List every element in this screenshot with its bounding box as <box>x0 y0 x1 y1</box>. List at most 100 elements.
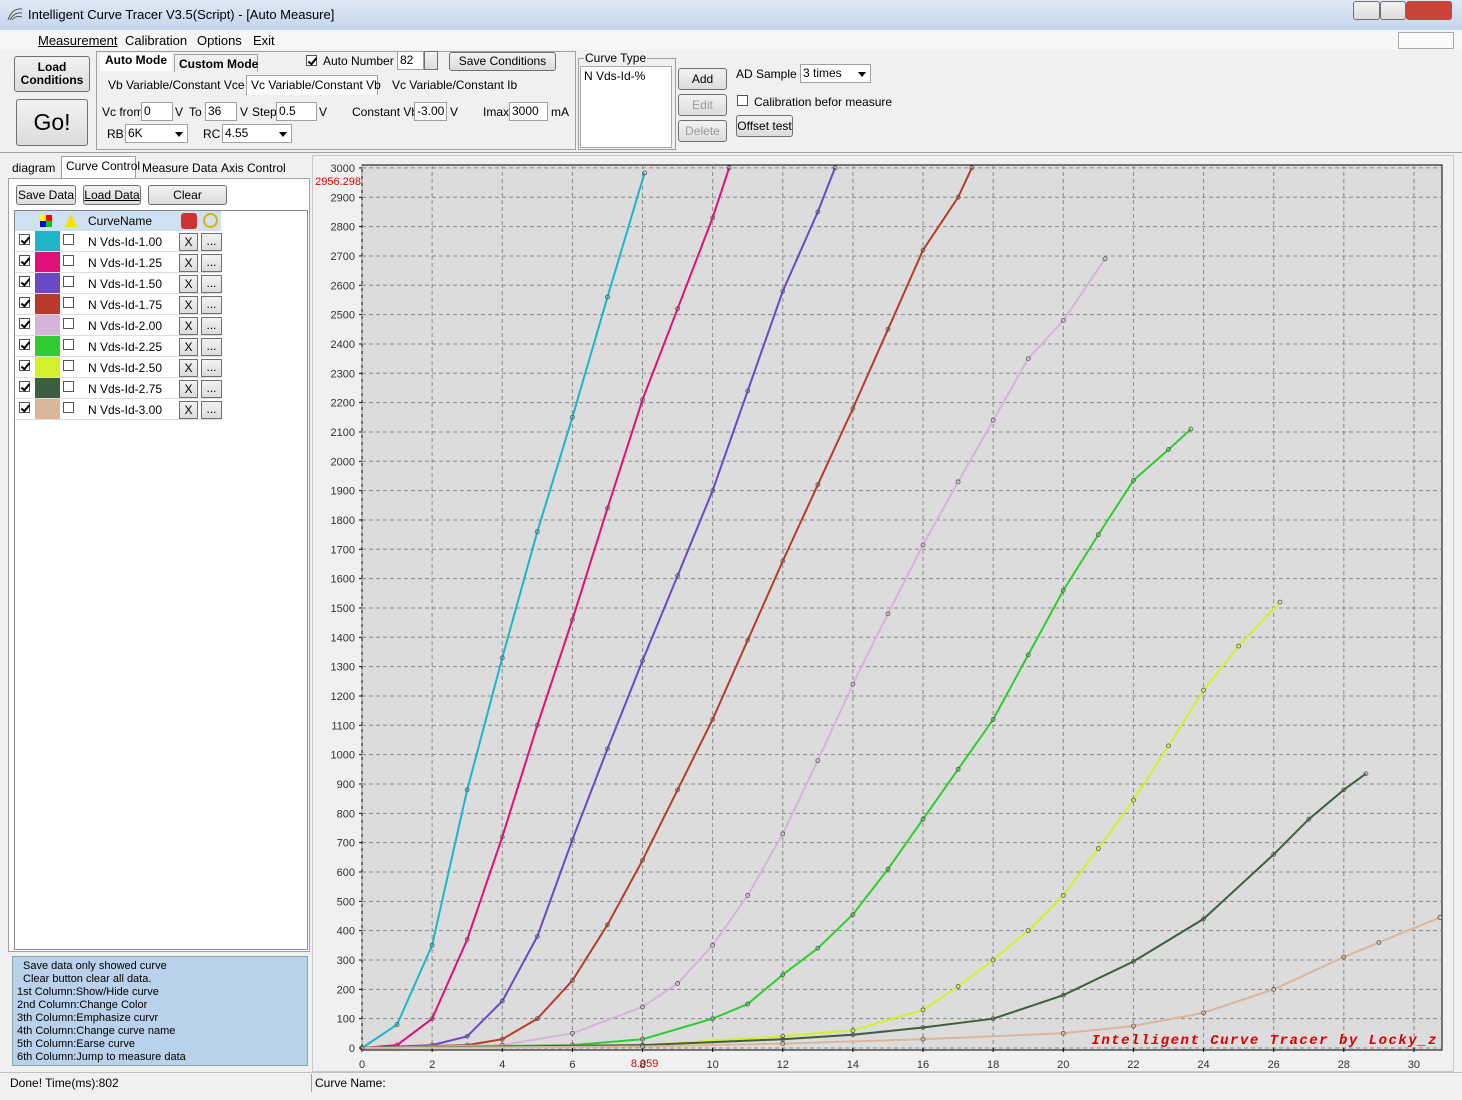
erase-button[interactable]: X <box>179 338 198 356</box>
color-swatch[interactable] <box>35 231 60 251</box>
show-checkbox[interactable] <box>19 339 30 350</box>
constant-vb-input[interactable]: -3.00 <box>414 102 447 121</box>
close[interactable] <box>1406 1 1452 20</box>
sub-tab[interactable]: Vc Variable/Constant Ib <box>392 78 518 92</box>
jump-button[interactable]: ... <box>201 338 222 356</box>
data-point <box>605 746 610 752</box>
jump-button[interactable]: ... <box>201 275 222 293</box>
mode-tab[interactable]: Auto Mode <box>100 53 172 71</box>
curve-name[interactable]: N Vds-Id-1.00 <box>88 235 163 249</box>
jump-button[interactable]: ... <box>201 296 222 314</box>
show-checkbox[interactable] <box>19 234 30 245</box>
jump-button[interactable]: ... <box>201 401 222 419</box>
show-checkbox[interactable] <box>19 381 30 392</box>
imax-input[interactable]: 3000 <box>509 102 548 121</box>
menu-item[interactable]: Exit <box>253 33 275 48</box>
color-swatch[interactable] <box>35 336 60 356</box>
emphasize-checkbox[interactable] <box>63 276 74 287</box>
mode-tab[interactable]: Custom Mode <box>174 54 258 72</box>
curve-name[interactable]: N Vds-Id-2.25 <box>88 340 163 354</box>
sub-tab[interactable]: Vb Variable/Constant Vce <box>108 78 245 92</box>
rb-select[interactable]: 6K <box>125 124 188 143</box>
calibration-checkbox[interactable] <box>737 95 748 106</box>
curve-name[interactable]: N Vds-Id-2.75 <box>88 382 163 396</box>
search-icon <box>203 213 218 228</box>
menu-item[interactable]: Measurement <box>38 33 118 48</box>
panel-tab[interactable]: diagram <box>12 161 56 175</box>
emphasize-checkbox[interactable] <box>63 360 74 371</box>
curve-name[interactable]: N Vds-Id-3.00 <box>88 403 163 417</box>
ad-sample-select[interactable]: 3 times <box>800 64 871 83</box>
show-checkbox[interactable] <box>19 402 30 413</box>
maximize[interactable] <box>1380 1 1406 20</box>
minimize[interactable] <box>1353 1 1380 20</box>
auto-number-checkbox[interactable] <box>306 55 317 66</box>
erase-button[interactable]: X <box>179 317 198 335</box>
jump-button[interactable]: ... <box>201 380 222 398</box>
jump-button[interactable]: ... <box>201 233 222 251</box>
emphasize-checkbox[interactable] <box>63 234 74 245</box>
show-checkbox[interactable] <box>19 318 30 329</box>
load-conditions-button[interactable]: Load Conditions <box>14 56 90 92</box>
save-conditions-button[interactable]: Save Conditions <box>449 52 556 71</box>
panel-tab[interactable]: Curve Control <box>61 156 140 178</box>
emphasize-checkbox[interactable] <box>63 297 74 308</box>
go-button[interactable]: Go! <box>16 99 88 146</box>
delete-button[interactable]: Delete <box>678 120 727 142</box>
show-checkbox[interactable] <box>19 276 30 287</box>
color-swatch[interactable] <box>35 252 60 272</box>
edit-button[interactable]: Edit <box>678 94 727 116</box>
emphasize-checkbox[interactable] <box>63 381 74 392</box>
emphasize-checkbox[interactable] <box>63 318 74 329</box>
show-checkbox[interactable] <box>19 360 30 371</box>
panel-tab[interactable]: Axis Control <box>221 161 286 175</box>
show-checkbox[interactable] <box>19 255 30 266</box>
jump-button[interactable]: ... <box>201 359 222 377</box>
color-swatch[interactable] <box>35 357 60 377</box>
jump-button[interactable]: ... <box>201 317 222 335</box>
erase-button[interactable]: X <box>179 275 198 293</box>
emphasize-checkbox[interactable] <box>63 339 74 350</box>
mdi-controls[interactable] <box>1398 32 1454 49</box>
sub-tab[interactable]: Vc Variable/Constant Vb <box>246 75 381 95</box>
load-data-button[interactable]: Load Data <box>83 185 141 205</box>
spinner[interactable] <box>424 51 438 70</box>
curve-type-list[interactable]: N Vds-Id-% <box>580 66 672 148</box>
to-input[interactable]: 36 <box>205 102 237 121</box>
curve-name[interactable]: N Vds-Id-1.25 <box>88 256 163 270</box>
emphasize-checkbox[interactable] <box>63 402 74 413</box>
list-item[interactable]: N Vds-Id-% <box>584 69 646 83</box>
erase-button[interactable]: X <box>179 380 198 398</box>
color-swatch[interactable] <box>35 399 60 419</box>
show-checkbox[interactable] <box>19 297 30 308</box>
auto-number-input[interactable]: 82 <box>397 51 424 70</box>
curve-name[interactable]: N Vds-Id-2.50 <box>88 361 163 375</box>
color-swatch[interactable] <box>35 315 60 335</box>
add-button[interactable]: Add <box>678 68 727 90</box>
curve-name[interactable]: N Vds-Id-2.00 <box>88 319 163 333</box>
rc-select[interactable]: 4.55 <box>222 124 292 143</box>
vc-from-input[interactable]: 0 <box>141 102 173 121</box>
color-swatch[interactable] <box>35 294 60 314</box>
menu-item[interactable]: Options <box>197 33 242 48</box>
erase-button[interactable]: X <box>179 401 198 419</box>
offset-test-button[interactable]: Offset test <box>736 115 793 137</box>
data-point <box>1437 915 1443 920</box>
clear-button[interactable]: Clear <box>148 185 227 205</box>
save-data-button[interactable]: Save Data <box>16 185 76 205</box>
panel-tab[interactable]: Measure Data <box>142 161 218 175</box>
erase-button[interactable]: X <box>179 254 198 272</box>
erase-button[interactable]: X <box>179 296 198 314</box>
menu-item[interactable]: Calibration <box>125 33 188 48</box>
data-point <box>675 306 680 312</box>
step-input[interactable]: 0.5 <box>276 102 317 121</box>
data-point <box>675 981 680 986</box>
erase-button[interactable]: X <box>179 359 198 377</box>
color-swatch[interactable] <box>35 378 60 398</box>
color-swatch[interactable] <box>35 273 60 293</box>
curve-name[interactable]: N Vds-Id-1.50 <box>88 277 163 291</box>
emphasize-checkbox[interactable] <box>63 255 74 266</box>
curve-name[interactable]: N Vds-Id-1.75 <box>88 298 163 312</box>
erase-button[interactable]: X <box>179 233 198 251</box>
jump-button[interactable]: ... <box>201 254 222 272</box>
